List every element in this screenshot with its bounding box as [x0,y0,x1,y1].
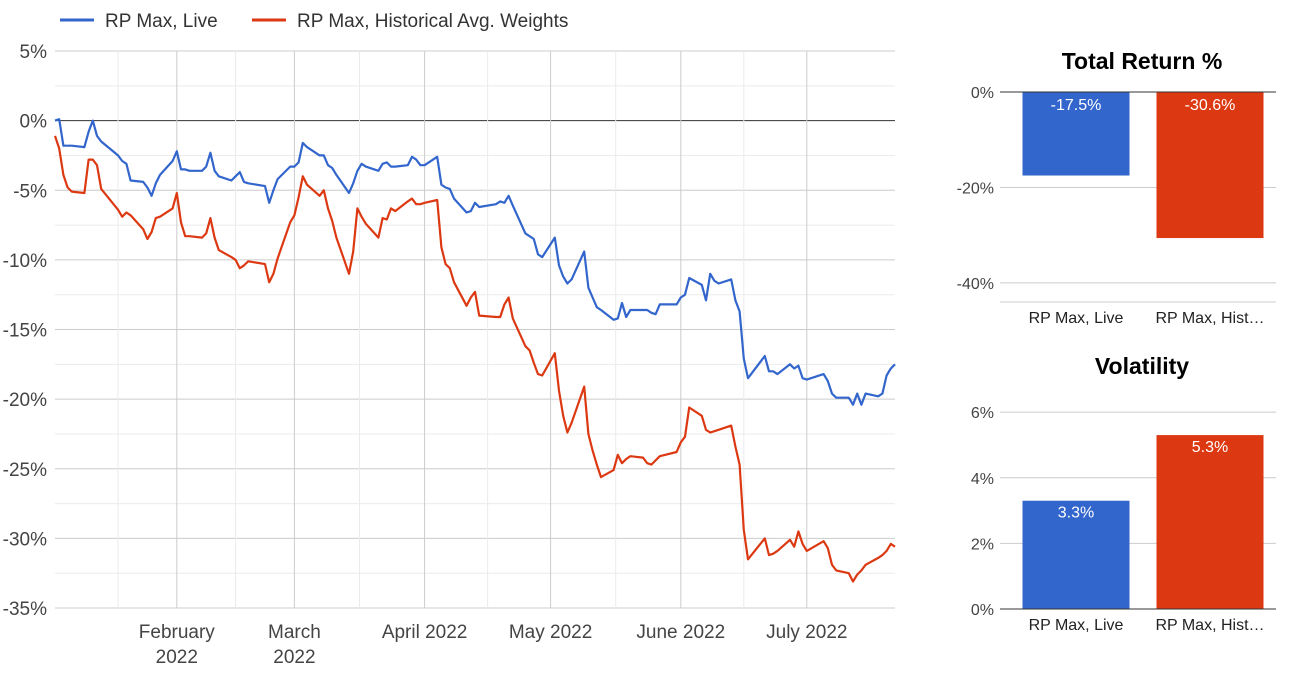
bar-value-label: -30.6% [1185,97,1236,114]
total-return-title: Total Return % [1062,48,1223,74]
y-tick-label: 6% [971,405,994,422]
y-tick-label: -30% [3,529,47,550]
line-chart-series [53,118,896,583]
total-return-bars: -17.5% RP Max, Live -30.6% RP Max, Hist… [1000,91,1276,327]
category-label: RP Max, Hist… [1155,310,1264,327]
y-tick-label: -40% [957,276,994,293]
y-tick-label: 0% [971,602,994,619]
x-tick-label: 2022 [156,647,198,668]
bar-value-label: 5.3% [1192,439,1228,456]
y-tick-label: -20% [957,180,994,197]
line-chart-y-axis: 5% 0% -5% -10% -15% -20% -25% -30% -35% [3,42,47,620]
x-tick-label: April 2022 [382,622,468,643]
y-tick-label: -35% [3,599,47,620]
x-tick-label: March [268,622,321,643]
x-tick-label: 2022 [273,647,315,668]
y-tick-label: 5% [20,42,48,63]
line-chart-x-axis: February 2022 March 2022 April 2022 May 2022 J… [139,622,848,668]
bar [1022,500,1130,609]
total-return-bar-chart: Total Return % 0% -20% -40% -17.5% RP Max, … [957,48,1276,327]
x-tick-label: May 2022 [509,622,592,643]
category-label: RP Max, Live [1029,310,1124,327]
y-tick-label: 2% [971,536,994,553]
volatility-bar-chart: Volatility 6% 4% 2% 0% 3.3% RP Max, Live 5.3%… [971,353,1276,634]
y-tick-label: -20% [3,390,47,411]
y-tick-label: 4% [971,471,994,488]
volatility-bars: 3.3% RP Max, Live 5.3% RP Max, Hist… [1000,435,1276,634]
legend: RP Max, Live RP Max, Historical Avg. Wei… [60,11,568,32]
legend-label-live: RP Max, Live [105,11,218,32]
category-label: RP Max, Live [1029,617,1124,634]
bar-value-label: -17.5% [1051,97,1102,114]
y-tick-label: -15% [3,321,47,342]
x-tick-label: June 2022 [636,622,725,643]
x-tick-label: July 2022 [766,622,847,643]
category-label: RP Max, Hist… [1155,617,1264,634]
series-line-historical [53,135,896,583]
y-tick-label: -5% [13,181,47,202]
legend-label-hist: RP Max, Historical Avg. Weights [297,11,568,32]
bar-value-label: 3.3% [1058,505,1094,522]
y-tick-label: -25% [3,460,47,481]
y-tick-label: 0% [971,85,994,102]
x-tick-label: February [139,622,216,643]
bar [1156,435,1264,609]
line-chart-grid [55,50,895,609]
series-line-live [54,118,896,406]
y-tick-label: -10% [3,251,47,272]
volatility-title: Volatility [1095,353,1189,379]
bar [1022,92,1130,176]
bar [1156,92,1264,239]
cumulative-return-line-chart: 5% 0% -5% -10% -15% -20% -25% -30% -35% February… [3,42,896,668]
y-tick-label: 0% [20,112,48,133]
